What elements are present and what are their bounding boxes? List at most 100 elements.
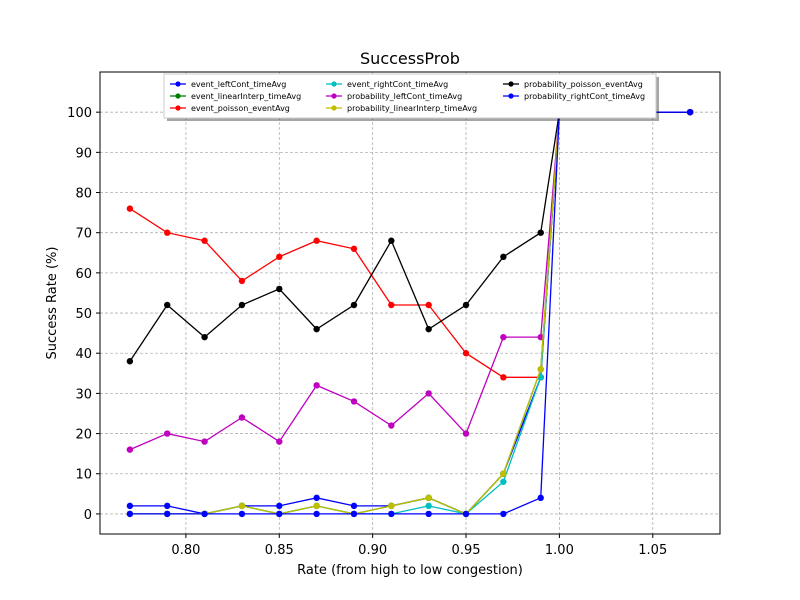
data-point: [276, 285, 283, 293]
axis-ticks: 0.80 0.85 0.90 0.95 1.00 1.05 0 10 20 30 40 50 60 70 8…: [67, 106, 667, 558]
x-tick-label: 0.80: [171, 543, 200, 558]
y-tick-label: 0: [84, 508, 92, 523]
data-point: [313, 494, 320, 502]
legend-marker: [331, 81, 337, 87]
data-point: [462, 430, 470, 437]
y-tick-label: 70: [75, 227, 92, 242]
data-point: [201, 510, 208, 518]
data-point: [500, 510, 507, 518]
y-tick-label: 10: [75, 468, 92, 483]
data-point: [238, 277, 246, 285]
data-point: [201, 333, 208, 341]
data-point: [276, 502, 283, 510]
data-point: [313, 325, 320, 333]
data-point: [164, 502, 171, 510]
data-point: [126, 205, 134, 212]
plot-frame: [99, 71, 721, 535]
legend-item: event_leftCont_timeAvg: [170, 80, 286, 89]
y-tick-label: 100: [67, 106, 92, 121]
legend-marker: [331, 105, 337, 111]
y-tick-label: 50: [75, 307, 92, 322]
legend-item: event_poisson_eventAvg: [170, 104, 290, 113]
data-point: [350, 301, 358, 309]
data-point: [686, 108, 694, 116]
x-tick-label: 1.00: [545, 543, 574, 558]
data-point: [238, 502, 246, 510]
series-line: [129, 111, 691, 515]
series-line: [129, 111, 691, 451]
grid-lines: [100, 72, 720, 534]
legend-marker: [175, 105, 181, 111]
data-point: [537, 494, 544, 502]
data-point: [350, 245, 358, 252]
data-point: [126, 446, 134, 453]
data-point: [425, 390, 432, 397]
y-tick-label: 80: [75, 187, 92, 202]
x-tick-label: 0.90: [358, 543, 387, 558]
data-point: [126, 358, 134, 365]
data-point: [537, 229, 544, 236]
legend-item: probability_rightCont_timeAvg: [503, 92, 645, 101]
data-point: [201, 237, 208, 244]
series-line: [129, 111, 691, 362]
legend-marker: [331, 93, 337, 99]
data-point: [313, 502, 320, 510]
legend-marker: [508, 81, 514, 87]
legend-label: probability_rightCont_timeAvg: [524, 92, 645, 101]
legend-label: event_rightCont_timeAvg: [347, 80, 448, 89]
y-axis-label: Success Rate (%): [45, 247, 60, 360]
data-point: [425, 510, 432, 518]
data-point: [126, 502, 134, 510]
data-point: [388, 237, 395, 244]
data-point: [500, 470, 507, 477]
data-point: [388, 422, 395, 429]
legend-label: event_leftCont_timeAvg: [191, 80, 286, 89]
y-tick-label: 90: [75, 146, 92, 161]
data-point: [238, 301, 246, 309]
x-tick-label: 0.95: [452, 543, 481, 558]
data-point: [276, 438, 283, 445]
data-point: [313, 382, 320, 389]
legend-marker: [175, 81, 181, 87]
data-point: [164, 430, 171, 437]
legend-label: probability_leftCont_timeAvg: [347, 92, 462, 101]
data-point: [462, 510, 470, 518]
data-point: [462, 301, 470, 309]
data-point: [201, 438, 208, 445]
data-point: [425, 301, 432, 309]
y-tick-label: 40: [75, 347, 92, 362]
legend-item: probability_linearInterp_timeAvg: [326, 104, 477, 113]
legend-item: event_linearInterp_timeAvg: [170, 92, 301, 101]
data-point: [425, 502, 432, 510]
legend-label: probability_poisson_eventAvg: [524, 80, 643, 89]
data-point: [537, 374, 544, 381]
data-point: [276, 510, 283, 518]
y-tick-label: 30: [75, 387, 92, 402]
legend-label: event_linearInterp_timeAvg: [191, 92, 301, 101]
chart-title: SuccessProb: [360, 49, 460, 68]
data-point: [500, 374, 507, 381]
series-line: [129, 111, 691, 378]
data-point: [164, 510, 171, 518]
x-axis-label: Rate (from high to low congestion): [297, 563, 523, 578]
legend-item: probability_poisson_eventAvg: [503, 80, 643, 89]
legend: event_leftCont_timeAvg event_linearInterp…: [163, 73, 659, 121]
legend-label: probability_linearInterp_timeAvg: [347, 104, 477, 113]
data-point: [500, 478, 507, 485]
data-point: [388, 301, 395, 309]
data-point: [238, 414, 246, 421]
data-point: [388, 510, 395, 518]
legend-item: event_rightCont_timeAvg: [326, 80, 448, 89]
data-point: [388, 502, 395, 510]
series-probability_rightCont_timeAvg: [126, 108, 694, 518]
data-point: [537, 366, 544, 373]
legend-marker: [175, 93, 181, 99]
series-line: [129, 111, 691, 515]
data-point: [462, 350, 470, 357]
data-point: [276, 253, 283, 260]
data-point: [238, 510, 246, 518]
data-point: [126, 510, 134, 518]
x-tick-label: 0.85: [265, 543, 294, 558]
x-tick-label: 1.05: [638, 543, 667, 558]
